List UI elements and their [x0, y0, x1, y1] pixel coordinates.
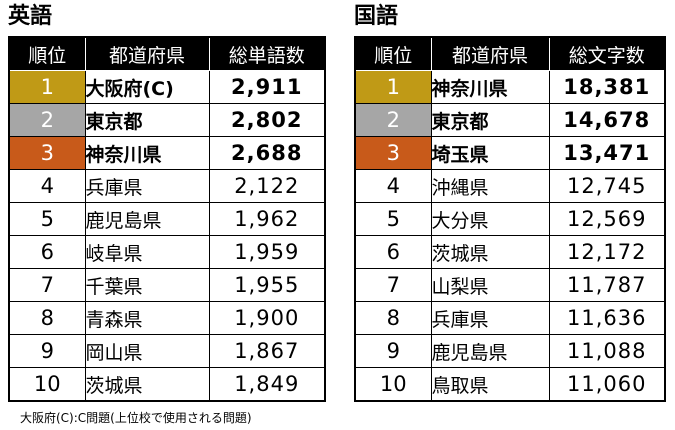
table-row: 9 岡山県 1,867 — [8, 334, 326, 368]
prefecture-cell: 鳥取県 — [430, 367, 550, 402]
header-value: 総単語数 — [208, 36, 326, 71]
prefecture-cell: 茨城県 — [430, 235, 550, 269]
rank-cell: 5 — [8, 202, 86, 236]
value-cell: 2,802 — [208, 103, 326, 137]
rank-cell: 6 — [8, 235, 86, 269]
prefecture-cell: 東京都 — [430, 103, 550, 137]
rank-cell: 7 — [354, 268, 432, 302]
prefecture-cell: 沖縄県 — [430, 169, 550, 203]
value-cell: 1,900 — [208, 301, 326, 335]
rank-cell: 1 — [354, 70, 432, 104]
table-row: 1 大阪府(C) 2,911 — [8, 70, 326, 104]
rank-cell: 9 — [8, 334, 86, 368]
table-row: 8 兵庫県 11,636 — [354, 301, 666, 335]
table-row: 5 大分県 12,569 — [354, 202, 666, 236]
rank-cell: 10 — [354, 367, 432, 402]
rank-cell: 4 — [8, 169, 86, 203]
prefecture-cell: 兵庫県 — [84, 169, 210, 203]
value-cell: 12,745 — [548, 169, 666, 203]
table-row: 5 鹿児島県 1,962 — [8, 202, 326, 236]
table-row: 9 鹿児島県 11,088 — [354, 334, 666, 368]
japanese-section-title: 国語 — [354, 4, 399, 29]
value-cell: 1,849 — [208, 367, 326, 402]
rank-cell: 4 — [354, 169, 432, 203]
value-cell: 13,471 — [548, 136, 666, 170]
value-cell: 12,172 — [548, 235, 666, 269]
prefecture-cell: 鹿児島県 — [430, 334, 550, 368]
value-cell: 11,636 — [548, 301, 666, 335]
table-row: 4 沖縄県 12,745 — [354, 169, 666, 203]
rank-cell: 7 — [8, 268, 86, 302]
table-row: 10 茨城県 1,849 — [8, 367, 326, 402]
value-cell: 11,787 — [548, 268, 666, 302]
rank-cell: 9 — [354, 334, 432, 368]
prefecture-cell: 大阪府(C) — [84, 70, 210, 104]
table-row: 7 山梨県 11,787 — [354, 268, 666, 302]
value-cell: 1,867 — [208, 334, 326, 368]
prefecture-cell: 茨城県 — [84, 367, 210, 402]
value-cell: 1,962 — [208, 202, 326, 236]
prefecture-cell: 埼玉県 — [430, 136, 550, 170]
value-cell: 11,088 — [548, 334, 666, 368]
value-cell: 2,688 — [208, 136, 326, 170]
english-section-title: 英語 — [8, 4, 53, 29]
prefecture-cell: 千葉県 — [84, 268, 210, 302]
table-header-row: 順位 都道府県 総文字数 — [354, 36, 666, 71]
prefecture-cell: 東京都 — [84, 103, 210, 137]
prefecture-cell: 神奈川県 — [430, 70, 550, 104]
value-cell: 18,381 — [548, 70, 666, 104]
table-row: 2 東京都 2,802 — [8, 103, 326, 137]
header-prefecture: 都道府県 — [84, 36, 210, 71]
table-row: 3 埼玉県 13,471 — [354, 136, 666, 170]
prefecture-cell: 鹿児島県 — [84, 202, 210, 236]
rank-cell: 2 — [8, 103, 86, 137]
prefecture-cell: 神奈川県 — [84, 136, 210, 170]
rank-cell: 1 — [8, 70, 86, 104]
rank-cell: 6 — [354, 235, 432, 269]
table-row: 1 神奈川県 18,381 — [354, 70, 666, 104]
rank-cell: 8 — [354, 301, 432, 335]
rank-cell: 3 — [354, 136, 432, 170]
table-row: 6 岐阜県 1,959 — [8, 235, 326, 269]
rank-cell: 8 — [8, 301, 86, 335]
value-cell: 1,955 — [208, 268, 326, 302]
table-row: 8 青森県 1,900 — [8, 301, 326, 335]
value-cell: 2,122 — [208, 169, 326, 203]
prefecture-cell: 山梨県 — [430, 268, 550, 302]
value-cell: 12,569 — [548, 202, 666, 236]
table-row: 7 千葉県 1,955 — [8, 268, 326, 302]
header-rank: 順位 — [354, 36, 432, 71]
english-ranking-table: 順位 都道府県 総単語数 1 大阪府(C) 2,911 2 東京都 2,802 3 神奈川県 2… — [8, 36, 326, 402]
prefecture-cell: 大分県 — [430, 202, 550, 236]
value-cell: 14,678 — [548, 103, 666, 137]
table-row: 6 茨城県 12,172 — [354, 235, 666, 269]
table-header-row: 順位 都道府県 総単語数 — [8, 36, 326, 71]
table-row: 4 兵庫県 2,122 — [8, 169, 326, 203]
header-value: 総文字数 — [548, 36, 666, 71]
table-row: 3 神奈川県 2,688 — [8, 136, 326, 170]
rank-cell: 3 — [8, 136, 86, 170]
rank-cell: 2 — [354, 103, 432, 137]
table-row: 2 東京都 14,678 — [354, 103, 666, 137]
footnote: 大阪府(C):C問題(上位校で使用される問題) — [20, 411, 252, 425]
header-rank: 順位 — [8, 36, 86, 71]
prefecture-cell: 青森県 — [84, 301, 210, 335]
prefecture-cell: 岡山県 — [84, 334, 210, 368]
japanese-ranking-table: 順位 都道府県 総文字数 1 神奈川県 18,381 2 東京都 14,678 3 埼玉県 13… — [354, 36, 666, 402]
header-prefecture: 都道府県 — [430, 36, 550, 71]
table-row: 10 鳥取県 11,060 — [354, 367, 666, 402]
prefecture-cell: 兵庫県 — [430, 301, 550, 335]
value-cell: 1,959 — [208, 235, 326, 269]
value-cell: 2,911 — [208, 70, 326, 104]
rank-cell: 5 — [354, 202, 432, 236]
rank-cell: 10 — [8, 367, 86, 402]
prefecture-cell: 岐阜県 — [84, 235, 210, 269]
value-cell: 11,060 — [548, 367, 666, 402]
